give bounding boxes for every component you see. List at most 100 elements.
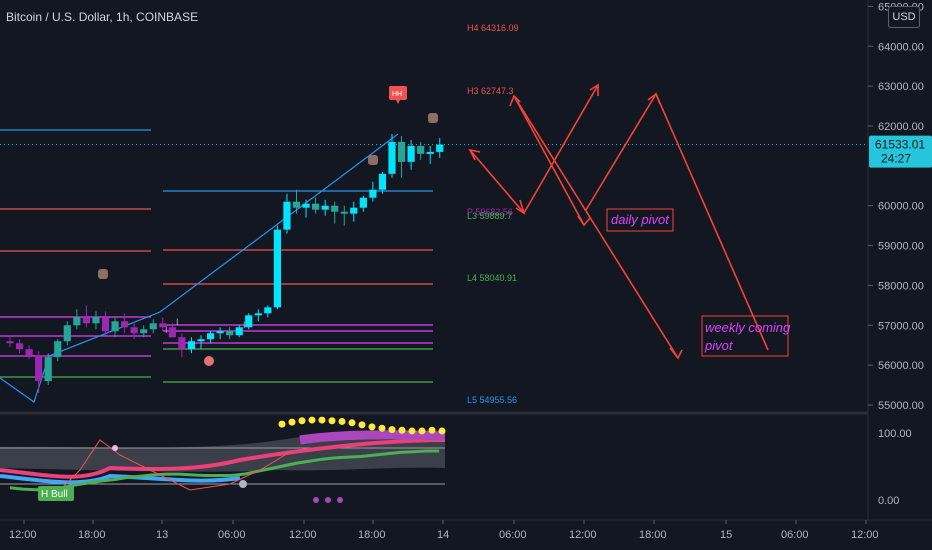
candle-body <box>35 355 43 382</box>
candle-body <box>197 339 205 342</box>
pivot-label: L5 54955.56 <box>467 395 517 405</box>
bull-marker <box>204 356 214 366</box>
candle-body <box>436 144 444 152</box>
osc-marker-dot <box>112 445 118 451</box>
candle-body <box>130 327 138 334</box>
osc-dot <box>308 416 316 424</box>
osc-dot <box>358 421 366 429</box>
candle-body <box>254 313 262 316</box>
osc-dot <box>438 427 446 435</box>
bear-marker <box>428 113 438 123</box>
candle-body <box>417 145 425 154</box>
candle-body <box>321 205 329 210</box>
candle-body <box>92 317 100 324</box>
time-tick-label: 06:00 <box>499 529 527 541</box>
osc-series-line <box>9 449 439 492</box>
pivot-label: H3 62747.3 <box>467 86 514 96</box>
daily-pivot-box <box>606 208 674 232</box>
candle-body <box>216 331 224 334</box>
candle-body <box>82 317 90 324</box>
arrow-head <box>468 148 481 161</box>
time-tick-label: 12:00 <box>289 529 317 541</box>
candle-body <box>159 323 167 328</box>
osc-ribbon <box>0 438 446 479</box>
weekly-pivot-box <box>701 315 789 357</box>
osc-marker-dot <box>239 480 247 488</box>
candle-body <box>226 331 234 336</box>
bar-countdown-label: 24:27 <box>881 152 911 166</box>
price-tick-label: 58000.00 <box>878 280 924 292</box>
time-tick-label: 15 <box>720 529 732 541</box>
time-tick-label: 06:00 <box>218 529 246 541</box>
time-tick-label: 18:00 <box>358 529 386 541</box>
osc-dot <box>348 419 356 427</box>
osc-marker-dot <box>337 497 343 503</box>
candle-body <box>168 327 176 338</box>
last-price-label: 61533.01 <box>875 138 925 152</box>
currency-selector[interactable]: USD <box>888 6 920 28</box>
hh-marker-tip <box>396 100 400 104</box>
candle-body <box>54 341 62 358</box>
osc-dot <box>338 417 346 425</box>
daily-pivot-label: daily pivot <box>611 212 670 227</box>
projection-arrow <box>513 95 585 226</box>
arrow-head <box>647 92 661 105</box>
candle-body <box>302 203 310 208</box>
candle-body <box>312 203 320 210</box>
candle-body <box>44 357 52 382</box>
candle-body <box>206 333 215 340</box>
hh-marker-label: HH <box>392 91 402 98</box>
osc-dot <box>278 420 286 428</box>
signal-tick: I <box>176 317 179 327</box>
candle-body <box>397 141 406 162</box>
candle-body <box>73 317 81 326</box>
symbol-title: Bitcoin / U.S. Dollar, 1h, COINBASE <box>6 10 199 24</box>
time-tick-label: 18:00 <box>639 529 667 541</box>
arrow-head <box>509 94 521 107</box>
osc-dot <box>328 417 336 425</box>
osc-tick-label: 100.00 <box>878 428 912 440</box>
candle-body <box>121 321 129 328</box>
h-bull-tag <box>38 486 74 501</box>
candle-body <box>111 321 119 332</box>
candle-body <box>63 325 71 342</box>
osc-ribbon <box>299 430 446 445</box>
candle-body <box>178 337 186 350</box>
price-tick-label: 62000.00 <box>878 121 924 133</box>
signal-tick: I <box>165 325 168 335</box>
pivot-label: H4 64316.09 <box>467 23 519 33</box>
candle-body <box>273 229 281 308</box>
candle-body <box>149 323 157 330</box>
osc-marker-dot <box>313 497 319 503</box>
arrow-head <box>515 199 526 215</box>
time-tick-label: 12:00 <box>851 529 879 541</box>
bear-marker <box>98 269 108 279</box>
price-tick-label: 64000.00 <box>878 41 924 53</box>
h-bull-label: H Bull <box>41 489 68 500</box>
weekly-pivot-label: weekly coming <box>705 320 791 335</box>
candle-body <box>283 201 291 230</box>
candle-body <box>235 327 243 336</box>
osc-dot <box>298 417 306 425</box>
candle-body <box>331 205 339 212</box>
time-tick-label: 06:00 <box>781 529 809 541</box>
weekly-pivot-label: pivot <box>704 338 734 353</box>
osc-dot <box>428 426 436 434</box>
price-tick-label: 55000.00 <box>878 400 924 412</box>
candle-body <box>426 151 434 154</box>
candle-body <box>245 315 253 328</box>
candle-body <box>187 341 196 350</box>
hh-marker <box>389 86 407 100</box>
osc-dot <box>288 418 296 426</box>
candle-body <box>407 145 415 162</box>
bear-marker <box>368 155 378 165</box>
candle-body <box>264 307 272 314</box>
price-tick-label: 56000.00 <box>878 360 924 372</box>
osc-band <box>0 430 445 472</box>
candle-body <box>15 343 24 350</box>
osc-dot <box>418 427 426 435</box>
osc-ribbon <box>0 473 241 485</box>
osc-marker-dot <box>325 497 331 503</box>
price-tick-label: 59000.00 <box>878 241 924 253</box>
